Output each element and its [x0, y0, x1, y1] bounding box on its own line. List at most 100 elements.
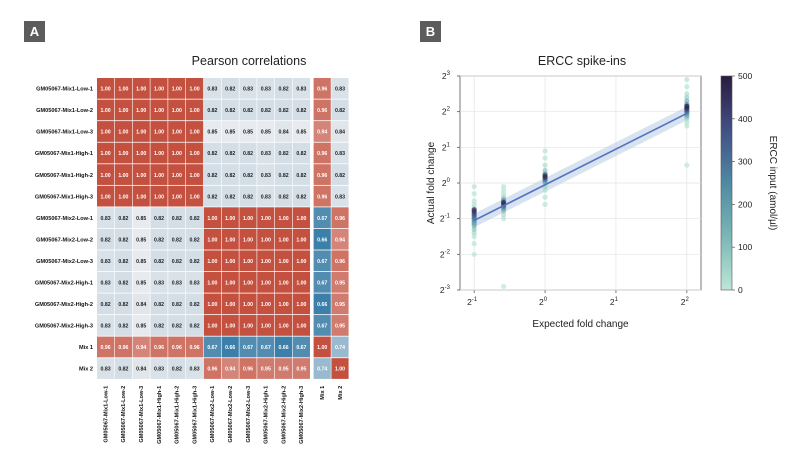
heatmap-cell-value: 1.00 — [225, 302, 235, 308]
heatmap-cell — [97, 315, 115, 336]
heatmap-cell-value: 0.83 — [101, 367, 111, 373]
heatmap-cell — [331, 164, 349, 185]
heatmap-row-label: GM05067-Mix2-Low-2 — [36, 237, 93, 243]
heatmap-cell — [132, 99, 150, 121]
heatmap-cell — [257, 358, 275, 379]
heatmap-cell — [221, 271, 239, 293]
heatmap-cell-value: 0.82 — [172, 259, 182, 265]
heatmap-cell-value: 0.82 — [118, 281, 128, 287]
heatmap-cell — [275, 228, 293, 250]
heatmap-cell — [257, 315, 275, 336]
heatmap-col-label: GM05067-Mix1-High-1 — [157, 386, 163, 444]
heatmap-cell — [292, 271, 310, 293]
heatmap-cell — [114, 121, 132, 142]
heatmap-cell-value: 0.95 — [335, 281, 345, 287]
heatmap-cell-value: 1.00 — [118, 194, 128, 200]
heatmap-cell-value: 1.00 — [296, 302, 306, 308]
heatmap-cell — [150, 121, 168, 142]
heatmap-cell-value: 1.00 — [243, 302, 253, 308]
heatmap-cell-value: 0.82 — [190, 259, 200, 265]
heatmap-cell-value: 1.00 — [207, 281, 217, 287]
heatmap-cell — [203, 99, 221, 121]
heatmap-row-label: GM05067-Mix2-High-3 — [35, 324, 93, 330]
heatmap-cell-value: 1.00 — [279, 237, 289, 243]
heatmap-cell — [114, 78, 132, 99]
heatmap-cell-value: 0.95 — [335, 302, 345, 308]
heatmap-cell — [114, 228, 132, 250]
heatmap-col-label: Mix 2 — [338, 386, 344, 400]
heatmap-cell — [114, 142, 132, 164]
heatmap-cell-value: 0.82 — [118, 216, 128, 222]
heatmap-cell-value: 0.82 — [190, 302, 200, 308]
data-point — [471, 207, 477, 213]
heatmap-cell-value: 1.00 — [261, 216, 271, 222]
heatmap-cell — [97, 99, 115, 121]
data-point — [684, 76, 690, 83]
x-tick-label: 22 — [681, 297, 690, 307]
heatmap-cell — [168, 271, 186, 293]
heatmap-cell — [313, 78, 331, 99]
heatmap-cell-value: 0.66 — [317, 237, 327, 243]
heatmap-cell — [221, 336, 239, 358]
heatmap-cell-value: 1.00 — [118, 108, 128, 114]
heatmap-cell-value: 0.83 — [243, 87, 253, 93]
data-point — [500, 183, 507, 190]
heatmap-cell-value: 0.94 — [317, 130, 327, 136]
panel-a-label: A — [30, 24, 40, 39]
heatmap-cell — [275, 185, 293, 207]
data-point — [542, 155, 548, 161]
heatmap-cell-value: 0.82 — [190, 324, 200, 330]
heatmap-cell-value: 0.82 — [279, 108, 289, 114]
heatmap-cell — [313, 142, 331, 164]
heatmap-cell — [114, 207, 132, 229]
data-point — [500, 216, 507, 222]
colorbar-tick-label: 500 — [738, 71, 752, 81]
data-point — [542, 148, 548, 154]
heatmap-cell-value: 1.00 — [225, 324, 235, 330]
heatmap-cell-value: 0.82 — [207, 108, 217, 114]
heatmap-cell — [275, 99, 293, 121]
heatmap-col-label: GM05067-Mix2-High-1 — [264, 386, 270, 444]
heatmap-cell — [132, 207, 150, 229]
heatmap-cell — [186, 185, 204, 207]
heatmap-cell — [186, 250, 204, 272]
heatmap-cell — [292, 358, 310, 379]
heatmap-cell-value: 0.83 — [261, 87, 271, 93]
heatmap-cell-value: 1.00 — [154, 130, 164, 136]
heatmap-cell-value: 0.82 — [279, 151, 289, 157]
heatmap-cell — [275, 336, 293, 358]
colorbar-tick-label: 0 — [738, 285, 743, 295]
heatmap-cell-value: 0.95 — [335, 324, 345, 330]
heatmap-cell-value: 0.83 — [261, 151, 271, 157]
heatmap-cell-value: 0.85 — [136, 281, 146, 287]
heatmap-cell-value: 0.96 — [317, 87, 327, 93]
colorbar: 0 100 200 300 400 500 ERCC input (amol/µl) — [720, 71, 778, 295]
heatmap-cell-value: 1.00 — [172, 173, 182, 179]
heatmap-cell — [239, 207, 257, 229]
heatmap-cell — [97, 336, 115, 358]
heatmap-cell — [275, 78, 293, 99]
heatmap-col-label: GM05067-Mix1-Low-3 — [139, 386, 145, 443]
heatmap-cell — [292, 293, 310, 315]
heatmap-cell — [150, 164, 168, 185]
heatmap-cell-value: 1.00 — [172, 151, 182, 157]
heatmap-cell-value: 1.00 — [154, 108, 164, 114]
heatmap-cell — [331, 315, 349, 336]
heatmap-cell-value: 1.00 — [225, 281, 235, 287]
heatmap-cell — [203, 78, 221, 99]
panel-a-badge: A — [24, 21, 45, 42]
heatmap-cell — [203, 315, 221, 336]
heatmap-row-label: GM05067-Mix1-Low-3 — [36, 130, 93, 136]
heatmap-cell-value: 1.00 — [243, 216, 253, 222]
heatmap: 1.00 1.00 1.00 1.00 1.00 1.00 0.83 0.82 0.83 0.83… — [35, 78, 349, 444]
heatmap-cell — [292, 315, 310, 336]
heatmap-cell — [203, 207, 221, 229]
heatmap-cell-value: 0.83 — [154, 367, 164, 373]
heatmap-cell — [97, 271, 115, 293]
heatmap-cell-value: 0.83 — [101, 259, 111, 265]
heatmap-cell — [221, 358, 239, 379]
heatmap-cell — [114, 250, 132, 272]
heatmap-cell-value: 0.96 — [317, 108, 327, 114]
heatmap-cell-value: 1.00 — [279, 259, 289, 265]
heatmap-cell-value: 0.83 — [190, 281, 200, 287]
